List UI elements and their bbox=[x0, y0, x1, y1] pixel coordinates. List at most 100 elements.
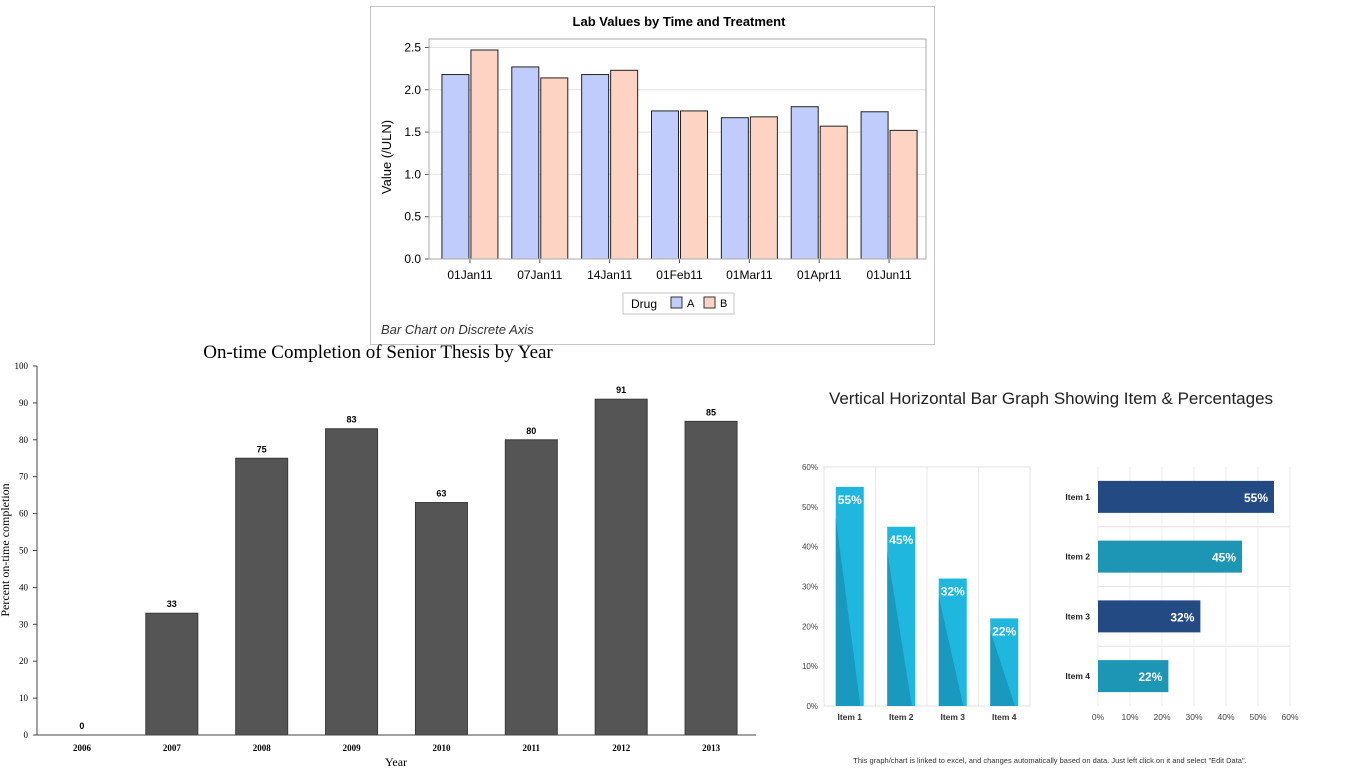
lab-ytick-label: 0.0 bbox=[404, 252, 421, 266]
v-data-label: 45% bbox=[889, 533, 913, 547]
lab-xtick-label: 01Apr11 bbox=[797, 268, 842, 282]
lab-bar-a bbox=[790, 106, 819, 260]
lab-legend-swatch-a bbox=[670, 296, 683, 309]
thesis-bar bbox=[594, 398, 648, 736]
thesis-ytick-label: 90 bbox=[19, 398, 29, 408]
v-ytick-label: 60% bbox=[802, 463, 818, 472]
v-bar-shadow bbox=[835, 517, 861, 706]
thesis-bar bbox=[504, 439, 558, 736]
h-ytick-label: Item 3 bbox=[1065, 611, 1090, 621]
thesis-xtick-label: 2006 bbox=[73, 743, 92, 753]
thesis-xtick-label: 2011 bbox=[523, 743, 541, 753]
thesis-data-label: 75 bbox=[257, 444, 267, 454]
thesis-bar bbox=[325, 428, 379, 736]
v-xtick-label: Item 2 bbox=[889, 712, 914, 722]
lab-values-chart: Lab Values by Time and Treatment Value (… bbox=[379, 14, 927, 337]
thesis-ytick-label: 40 bbox=[19, 582, 29, 592]
v-data-label: 32% bbox=[941, 585, 965, 599]
lab-bar-a bbox=[860, 111, 889, 260]
v-plot-frame bbox=[823, 466, 1031, 707]
items-footnote: This graph/chart is linked to excel, and… bbox=[853, 756, 1246, 765]
lab-values-chart-panel: Lab Values by Time and Treatment Value (… bbox=[370, 6, 935, 345]
h-xtick-label: 0% bbox=[1092, 712, 1105, 722]
thesis-data-label: 91 bbox=[616, 385, 626, 395]
lab-chart-title: Lab Values by Time and Treatment bbox=[573, 14, 787, 29]
thesis-chart-ylabel: Percent on-time completion bbox=[0, 483, 12, 616]
thesis-data-label: 63 bbox=[436, 489, 446, 499]
lab-chart-subtitle: Bar Chart on Discrete Axis bbox=[381, 322, 534, 337]
lab-plot-frame bbox=[428, 38, 927, 260]
thesis-bar bbox=[684, 420, 738, 736]
thesis-xtick-label: 2010 bbox=[432, 743, 451, 753]
lab-ytick-label: 1.0 bbox=[404, 167, 421, 181]
lab-bar-b bbox=[540, 77, 569, 260]
thesis-ytick-label: 30 bbox=[19, 619, 29, 629]
thesis-bar bbox=[145, 612, 199, 736]
thesis-ytick-label: 80 bbox=[19, 435, 29, 445]
lab-legend-label-b: B bbox=[720, 298, 727, 310]
items-charts-panel: Vertical Horizontal Bar Graph Showing It… bbox=[780, 378, 1366, 768]
thesis-data-label: 33 bbox=[167, 599, 177, 609]
h-bar bbox=[1098, 600, 1201, 633]
h-ytick-label: Item 2 bbox=[1065, 552, 1090, 562]
thesis-chart-xlabel: Year bbox=[385, 755, 407, 768]
thesis-data-label: 85 bbox=[706, 407, 716, 417]
lab-xtick-label: 01Mar11 bbox=[726, 268, 773, 282]
v-bar-shadow bbox=[887, 551, 912, 706]
h-xtick-label: 20% bbox=[1153, 712, 1170, 722]
lab-bar-a bbox=[441, 74, 470, 260]
v-ytick-label: 30% bbox=[802, 583, 818, 592]
h-ytick-label: Item 1 bbox=[1065, 492, 1090, 502]
thesis-ytick-label: 100 bbox=[15, 361, 29, 371]
lab-legend-swatch-b bbox=[703, 296, 716, 309]
h-data-label: 45% bbox=[1212, 551, 1236, 565]
thesis-xtick-label: 2008 bbox=[253, 743, 272, 753]
thesis-xtick-label: 2009 bbox=[343, 743, 362, 753]
lab-bar-b bbox=[680, 110, 708, 260]
thesis-bar bbox=[235, 457, 289, 736]
lab-ytick-label: 2.0 bbox=[404, 83, 421, 97]
lab-ytick-label: 2.5 bbox=[404, 40, 421, 54]
items-charts: Vertical Horizontal Bar Graph Showing It… bbox=[802, 389, 1299, 765]
lab-bar-b bbox=[889, 129, 918, 260]
v-ytick-label: 10% bbox=[802, 662, 818, 671]
v-bar-shadow bbox=[938, 596, 964, 706]
thesis-ytick-label: 0 bbox=[24, 730, 29, 740]
thesis-ytick-label: 20 bbox=[19, 656, 29, 666]
h-data-label: 55% bbox=[1244, 491, 1268, 505]
h-data-label: 32% bbox=[1170, 610, 1194, 624]
h-bar bbox=[1098, 660, 1169, 693]
v-xtick-label: Item 3 bbox=[940, 712, 965, 722]
lab-bar-a bbox=[651, 110, 679, 260]
v-xtick-label: Item 1 bbox=[837, 712, 862, 722]
lab-bar-b bbox=[819, 125, 848, 260]
thesis-data-label: 0 bbox=[79, 721, 84, 731]
thesis-data-label: 83 bbox=[347, 415, 357, 425]
v-ytick-label: 0% bbox=[806, 702, 818, 711]
lab-xtick-label: 01Jan11 bbox=[447, 268, 492, 282]
v-ytick-label: 50% bbox=[802, 503, 818, 512]
thesis-data-label: 80 bbox=[526, 426, 536, 436]
thesis-xtick-label: 2012 bbox=[612, 743, 631, 753]
v-ytick-label: 20% bbox=[802, 622, 818, 631]
lab-ytick-label: 1.5 bbox=[404, 125, 421, 139]
thesis-ytick-label: 50 bbox=[19, 546, 29, 556]
h-xtick-label: 50% bbox=[1249, 712, 1266, 722]
h-xtick-label: 40% bbox=[1217, 712, 1234, 722]
lab-xtick-label: 07Jan11 bbox=[517, 268, 562, 282]
lab-chart-ylabel: Value (/ULN) bbox=[379, 120, 394, 194]
v-xtick-label: Item 4 bbox=[992, 712, 1017, 722]
lab-xtick-label: 14Jan11 bbox=[587, 268, 632, 282]
h-xtick-label: 60% bbox=[1281, 712, 1298, 722]
thesis-ytick-label: 10 bbox=[19, 693, 29, 703]
lab-bar-b bbox=[470, 49, 499, 260]
thesis-ytick-label: 70 bbox=[19, 472, 29, 482]
thesis-chart-panel: On-time Completion of Senior Thesis by Y… bbox=[0, 338, 770, 768]
lab-bar-a bbox=[720, 117, 749, 260]
lab-bar-b bbox=[610, 69, 639, 260]
lab-bar-a bbox=[511, 66, 540, 260]
thesis-bar bbox=[414, 502, 468, 736]
thesis-ytick-label: 60 bbox=[19, 509, 29, 519]
items-chart-title: Vertical Horizontal Bar Graph Showing It… bbox=[829, 389, 1273, 408]
lab-legend-label-a: A bbox=[687, 298, 695, 310]
